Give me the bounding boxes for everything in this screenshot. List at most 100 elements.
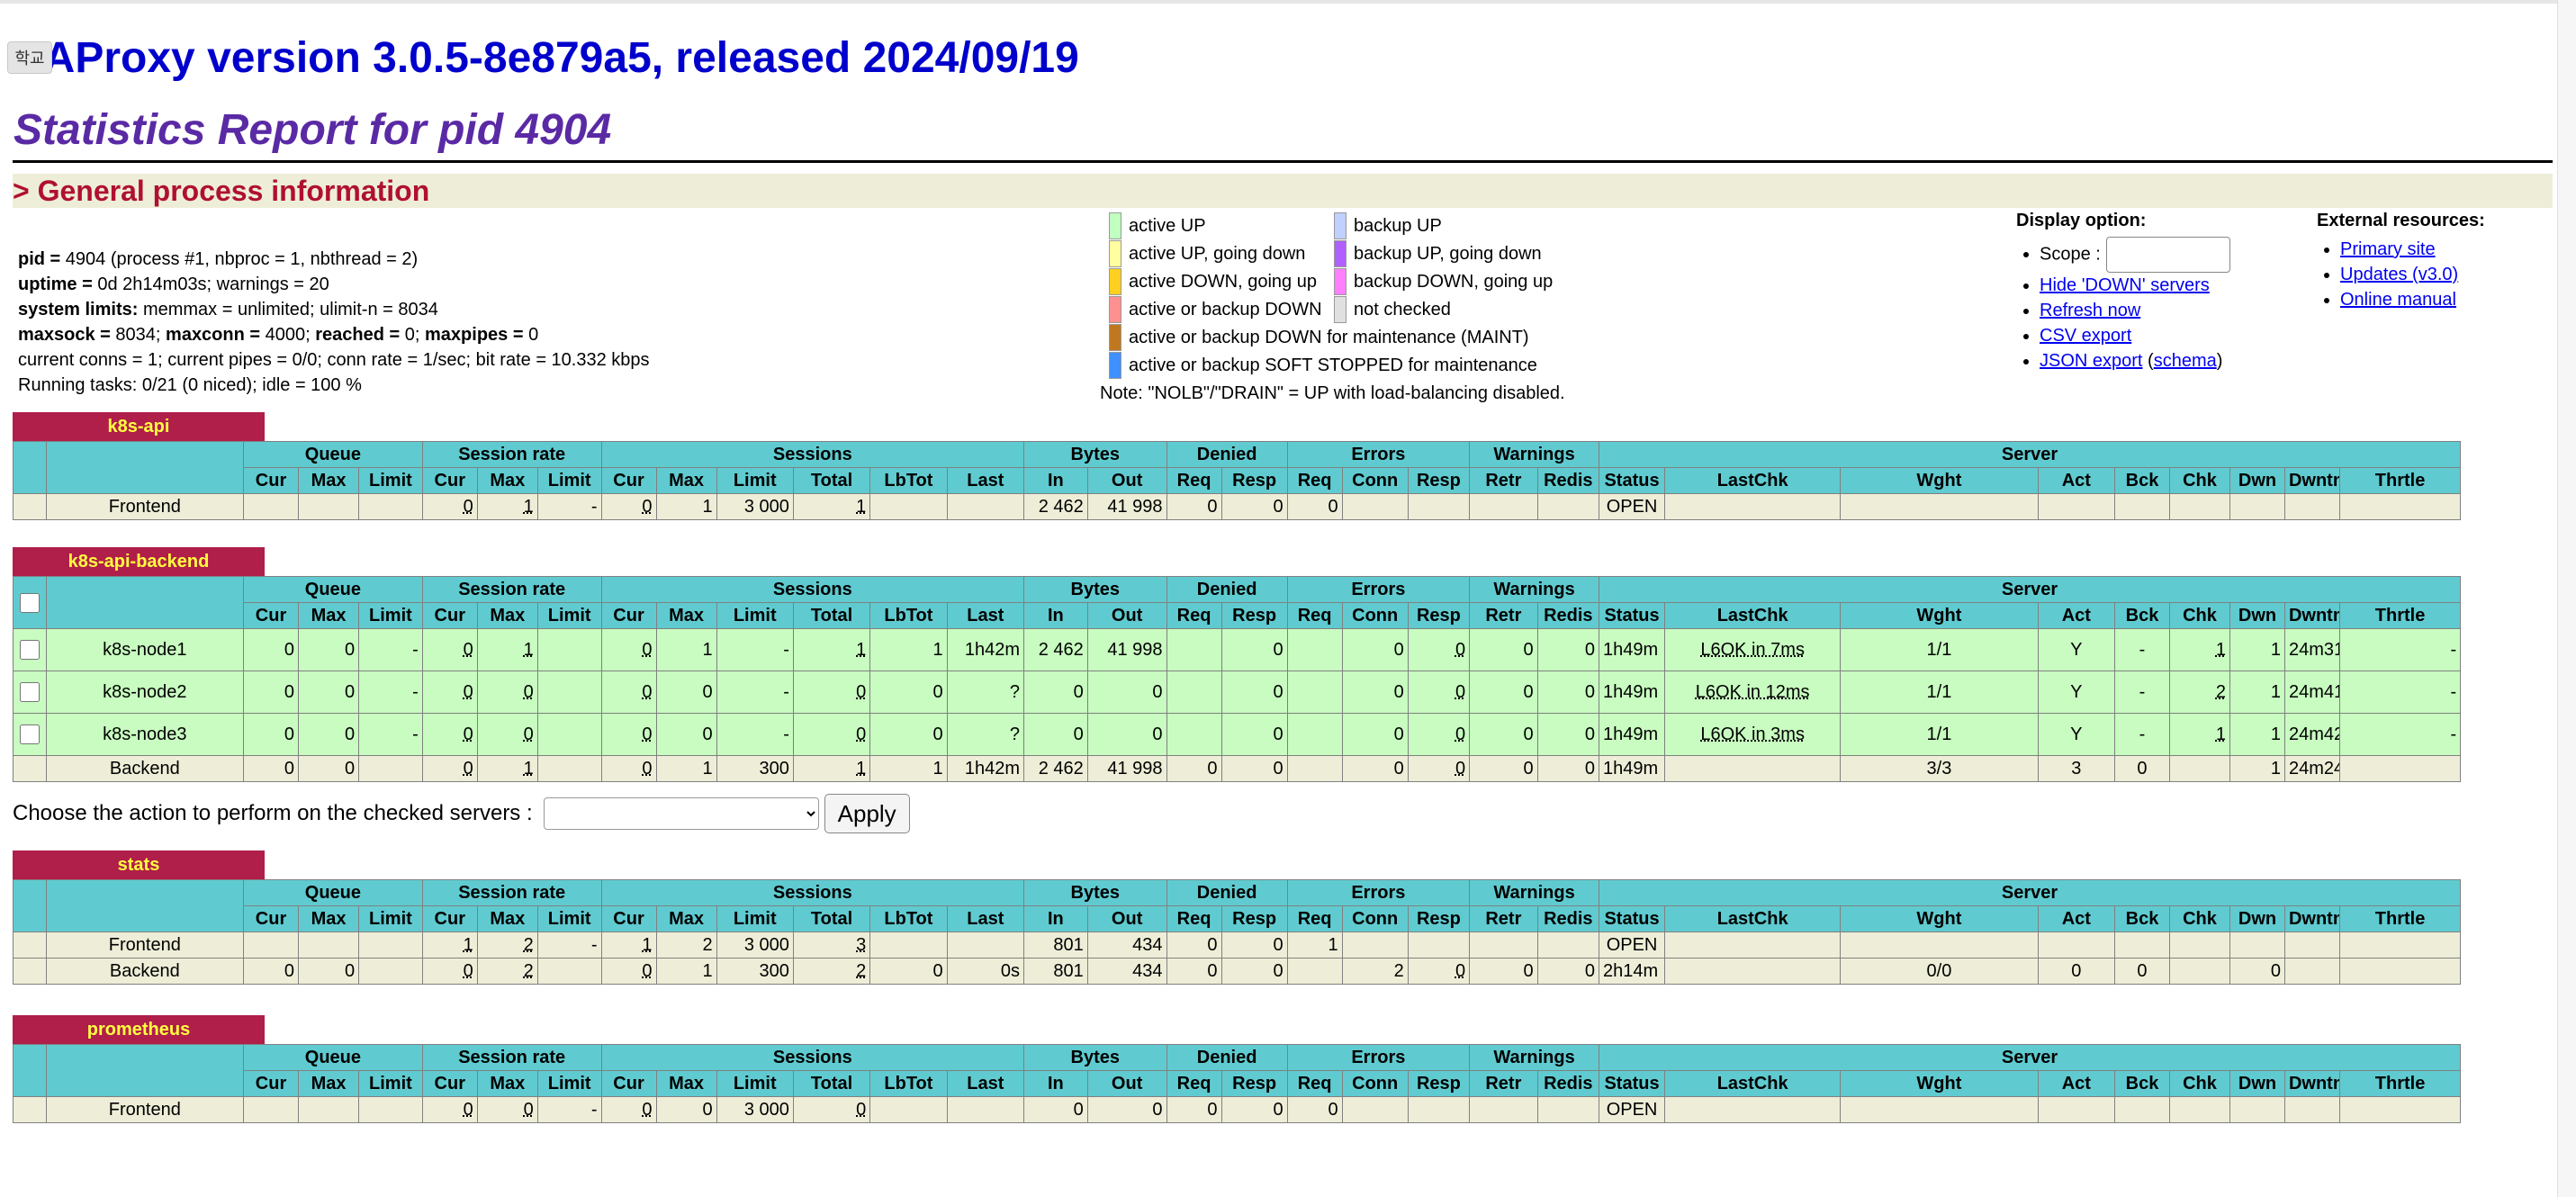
- legend-swatch: [1334, 212, 1347, 239]
- server-name[interactable]: k8s-node3: [45, 713, 245, 756]
- stat-cell-redis: 0: [1536, 670, 1599, 714]
- stat-cell-retr: 0: [1469, 628, 1538, 671]
- stat-cell-chk[interactable]: 1: [2168, 628, 2231, 671]
- proxy-name-k8s-api-backend[interactable]: k8s-api-backend: [13, 547, 265, 576]
- stat-cell-cur[interactable]: 0: [421, 670, 478, 714]
- stat-cell-max[interactable]: 1: [476, 628, 538, 671]
- refresh-now-link[interactable]: Refresh now: [2040, 301, 2141, 320]
- stat-cell-max[interactable]: 0: [476, 1096, 538, 1123]
- column-header: Req: [1286, 1070, 1343, 1097]
- stat-cell-cur[interactable]: 0: [600, 755, 657, 782]
- stat-cell-max[interactable]: 2: [476, 932, 538, 958]
- stat-cell-max[interactable]: 0: [476, 713, 538, 756]
- server-checkbox[interactable]: [19, 724, 40, 745]
- stat-cell-resp[interactable]: 0: [1407, 755, 1471, 782]
- stat-cell-chk[interactable]: 1: [2168, 713, 2231, 756]
- group-header-session-rate: Session rate: [421, 1044, 602, 1071]
- stat-cell-max: 0: [297, 755, 360, 782]
- stats-table-k8s-api: Queue Session rate Sessions Bytes Denied Erro…: [13, 441, 2549, 520]
- system-limits-line: system limits: memmax = unlimited; ulimi…: [18, 300, 438, 320]
- legend-swatch: [1334, 296, 1347, 323]
- stat-cell-resp[interactable]: 0: [1407, 670, 1471, 714]
- display-options: Display option: Scope : Hide 'DOWN' serv…: [2016, 211, 2230, 374]
- schema-link[interactable]: schema: [2153, 351, 2217, 371]
- row-select-cell: [13, 958, 47, 985]
- stat-cell-resp[interactable]: 0: [1407, 958, 1471, 985]
- stat-cell-max: 0: [655, 1096, 717, 1123]
- server-checkbox[interactable]: [19, 682, 40, 703]
- vertical-scrollbar[interactable]: [2557, 0, 2576, 1197]
- json-export-link[interactable]: JSON export: [2040, 351, 2143, 371]
- hide-down-servers-link[interactable]: Hide 'DOWN' servers: [2040, 275, 2210, 295]
- stat-cell-cur[interactable]: 0: [421, 958, 478, 985]
- stat-cell-resp[interactable]: 0: [1407, 713, 1471, 756]
- stat-cell-total[interactable]: 0: [792, 713, 871, 756]
- proxy-name-stats[interactable]: stats: [13, 850, 265, 879]
- stat-cell-lastchk[interactable]: L6OK in 3ms: [1664, 713, 1842, 756]
- stat-cell-cur[interactable]: 0: [421, 628, 478, 671]
- language-badge[interactable]: 학교: [7, 41, 52, 74]
- stat-cell-total[interactable]: 1: [792, 755, 871, 782]
- row-select-cell[interactable]: [13, 713, 47, 756]
- stat-cell-cur: [243, 1096, 299, 1123]
- online-manual-link[interactable]: Online manual: [2340, 290, 2456, 310]
- stat-cell-cur: 0: [243, 958, 299, 985]
- stat-cell-lastchk[interactable]: L6OK in 12ms: [1664, 670, 1842, 714]
- proxy-name-k8s-api[interactable]: k8s-api: [13, 412, 265, 441]
- stat-cell-last: [946, 1096, 1025, 1123]
- stat-cell-max[interactable]: 2: [476, 958, 538, 985]
- server-checkbox[interactable]: [19, 640, 40, 661]
- stat-cell-cur[interactable]: 0: [600, 958, 657, 985]
- row-select-cell[interactable]: [13, 670, 47, 714]
- stat-cell-max[interactable]: 0: [476, 670, 538, 714]
- stat-cell-cur[interactable]: 1: [600, 932, 657, 958]
- group-header-queue: Queue: [243, 879, 423, 906]
- stat-cell-bck: 0: [2114, 755, 2170, 782]
- stat-cell-total[interactable]: 1: [792, 493, 871, 520]
- csv-export-link[interactable]: CSV export: [2040, 326, 2132, 346]
- column-header: Limit: [716, 602, 794, 629]
- stat-cell-conn: [1341, 932, 1409, 958]
- scope-input[interactable]: [2105, 237, 2230, 273]
- stat-cell-total[interactable]: 2: [792, 958, 871, 985]
- apply-button[interactable]: Apply: [824, 794, 910, 833]
- stat-cell-max[interactable]: 1: [476, 755, 538, 782]
- stat-cell-max[interactable]: 1: [476, 493, 538, 520]
- stat-cell-redis: [1536, 493, 1599, 520]
- row-select-cell[interactable]: [13, 628, 47, 671]
- stat-cell-cur[interactable]: 0: [600, 628, 657, 671]
- stat-cell-last: [946, 493, 1025, 520]
- stat-cell-cur[interactable]: 0: [600, 713, 657, 756]
- stat-cell-cur[interactable]: 0: [600, 493, 657, 520]
- stat-cell-cur[interactable]: 0: [421, 755, 478, 782]
- stat-cell-total[interactable]: 0: [792, 1096, 871, 1123]
- column-header: Cur: [600, 1070, 657, 1097]
- server-name[interactable]: k8s-node2: [45, 670, 245, 714]
- stat-cell-cur[interactable]: 0: [421, 493, 478, 520]
- stat-cell-lastchk[interactable]: L6OK in 7ms: [1664, 628, 1842, 671]
- stat-cell-total[interactable]: 3: [792, 932, 871, 958]
- stat-cell-cur[interactable]: 0: [600, 1096, 657, 1123]
- proxy-name-prometheus[interactable]: prometheus: [13, 1015, 265, 1044]
- select-all-checkbox[interactable]: [19, 592, 40, 613]
- stat-cell-chk[interactable]: 2: [2168, 670, 2231, 714]
- primary-site-link[interactable]: Primary site: [2340, 239, 2436, 259]
- stat-cell-cur[interactable]: 0: [421, 1096, 478, 1123]
- stat-cell-cur[interactable]: 0: [600, 670, 657, 714]
- stat-cell-cur: 0: [243, 670, 299, 714]
- stat-cell-resp[interactable]: 0: [1407, 628, 1471, 671]
- legend-note: Note: "NOLB"/"DRAIN" = UP with load-bala…: [1100, 383, 1565, 403]
- stat-cell-total[interactable]: 0: [792, 670, 871, 714]
- name-column-header: [45, 1044, 245, 1097]
- column-header: Redis: [1536, 905, 1599, 932]
- row-select-cell: [13, 493, 47, 520]
- stat-cell-cur[interactable]: 0: [421, 713, 478, 756]
- server-action-select[interactable]: [543, 797, 819, 830]
- group-header-denied: Denied: [1166, 576, 1288, 603]
- stat-cell-total[interactable]: 1: [792, 628, 871, 671]
- select-column-header[interactable]: [13, 576, 47, 629]
- column-header: Out: [1086, 905, 1167, 932]
- stat-cell-cur[interactable]: 1: [421, 932, 478, 958]
- server-name[interactable]: k8s-node1: [45, 628, 245, 671]
- updates-link[interactable]: Updates (v3.0): [2340, 265, 2459, 284]
